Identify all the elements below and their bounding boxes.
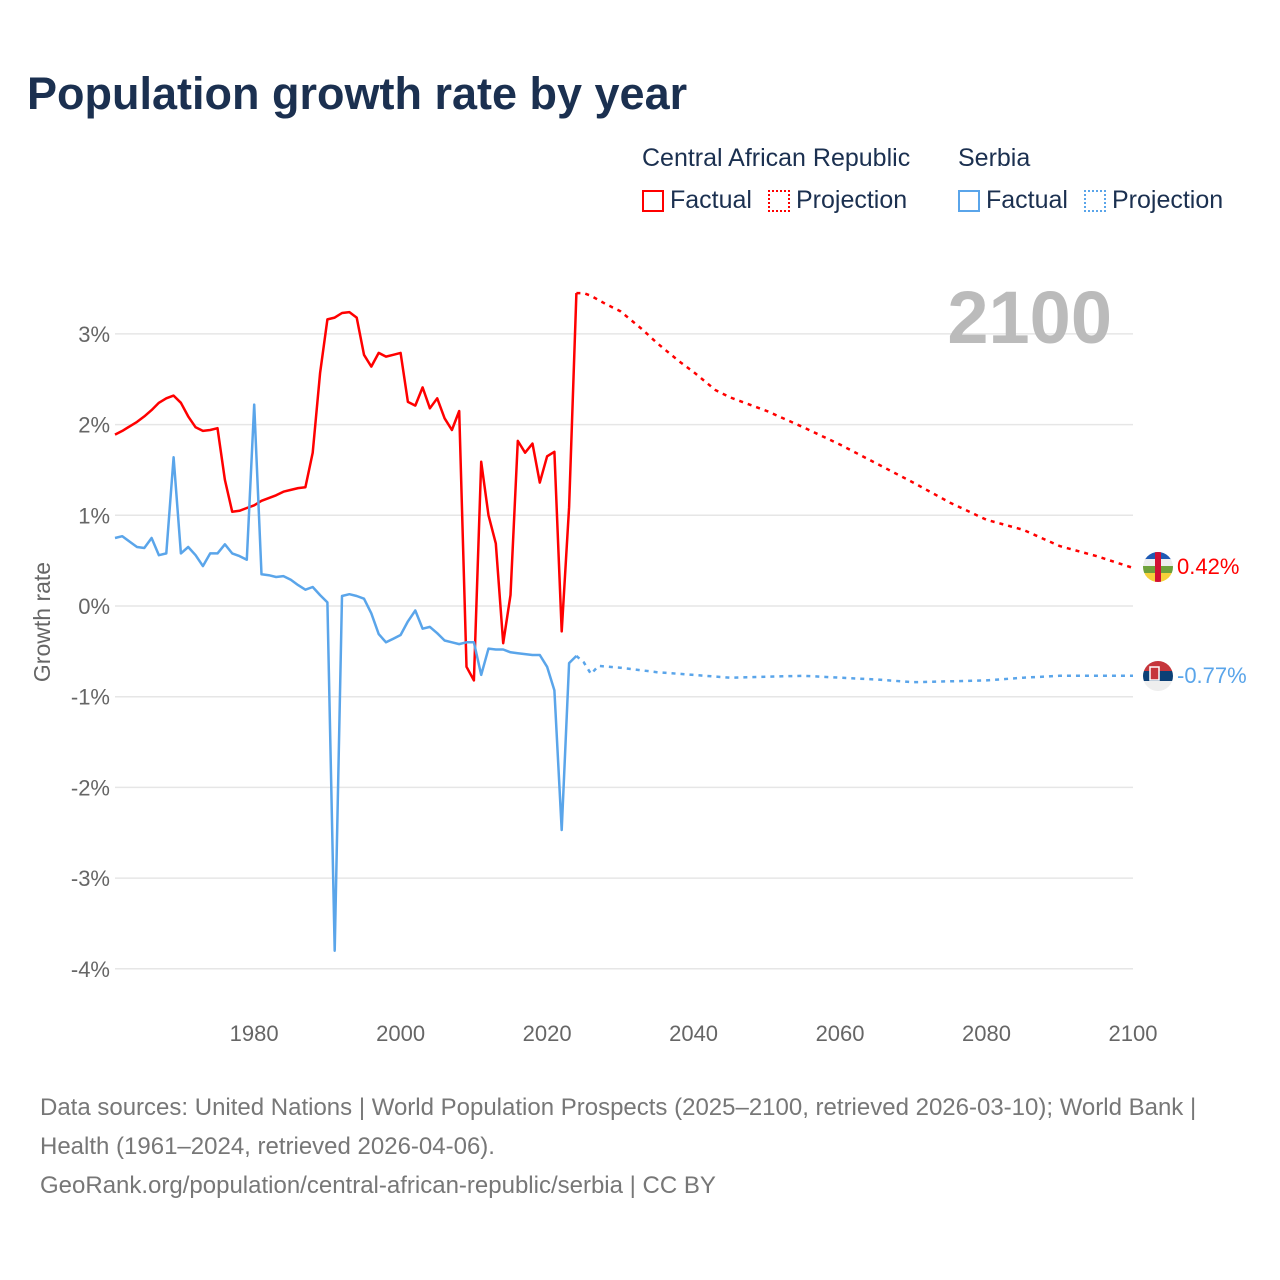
x-tick-label: 2060 bbox=[816, 1021, 865, 1046]
y-tick-label: 1% bbox=[78, 503, 110, 528]
legend-label: Projection bbox=[1111, 186, 1224, 214]
legend-item-serbia-factual[interactable]: Factual bbox=[958, 186, 1068, 215]
legend-label: Projection bbox=[795, 186, 908, 214]
serbia-projection-line bbox=[575, 654, 1133, 684]
x-tick-label: 2000 bbox=[376, 1021, 425, 1046]
y-tick-label: -3% bbox=[71, 866, 110, 891]
serbia-end-label: -0.77% bbox=[1177, 663, 1247, 688]
legend-item-car-factual[interactable]: Factual bbox=[642, 186, 752, 215]
y-tick-label: 0% bbox=[78, 594, 110, 619]
legend-label: Factual bbox=[986, 186, 1068, 214]
credit-link[interactable]: GeoRank.org/population/central-african-r… bbox=[40, 1172, 716, 1199]
legend-item-serbia-projection[interactable]: Projection bbox=[1083, 186, 1224, 215]
car-factual-line bbox=[114, 293, 578, 682]
x-tick-label: 2040 bbox=[669, 1021, 718, 1046]
car-projection-line bbox=[576, 291, 1134, 570]
y-tick-label: 2% bbox=[78, 413, 110, 438]
legend-label: Factual bbox=[670, 186, 752, 214]
car-end-label: 0.42% bbox=[1177, 554, 1239, 579]
x-tick-label: 2080 bbox=[962, 1021, 1011, 1046]
serbia-flag-icon bbox=[1143, 661, 1173, 691]
solid-swatch-icon bbox=[642, 189, 664, 212]
y-tick-label: -1% bbox=[71, 685, 110, 710]
legend-group-label: Central African Republic bbox=[642, 144, 911, 172]
x-tick-label: 2100 bbox=[1109, 1021, 1158, 1046]
y-tick-label: -4% bbox=[71, 957, 110, 982]
legend-group-car: Central African Republic Factual Project… bbox=[642, 144, 911, 214]
dotted-swatch-icon bbox=[1083, 189, 1106, 212]
x-tick-label: 2020 bbox=[523, 1021, 572, 1046]
serbia-factual-line bbox=[114, 403, 578, 952]
y-tick-label: -2% bbox=[71, 775, 110, 800]
legend-item-car-projection[interactable]: Projection bbox=[767, 186, 908, 215]
y-tick-label: 3% bbox=[78, 322, 110, 347]
car-flag-icon bbox=[1143, 552, 1173, 582]
legend-group-serbia: Serbia Factual Projection bbox=[958, 144, 1223, 214]
x-tick-label: 1980 bbox=[230, 1021, 279, 1046]
data-sources: Data sources: United Nations | World Pop… bbox=[40, 1094, 1197, 1160]
footer: Data sources: United Nations | World Pop… bbox=[40, 1088, 1240, 1205]
chart-title: Population growth rate by year bbox=[27, 68, 688, 119]
y-axis-label: Growth rate bbox=[29, 562, 55, 682]
solid-swatch-icon bbox=[958, 189, 980, 212]
dotted-swatch-icon bbox=[767, 189, 790, 212]
year-indicator: 2100 bbox=[947, 276, 1112, 359]
legend-group-label: Serbia bbox=[958, 144, 1031, 172]
